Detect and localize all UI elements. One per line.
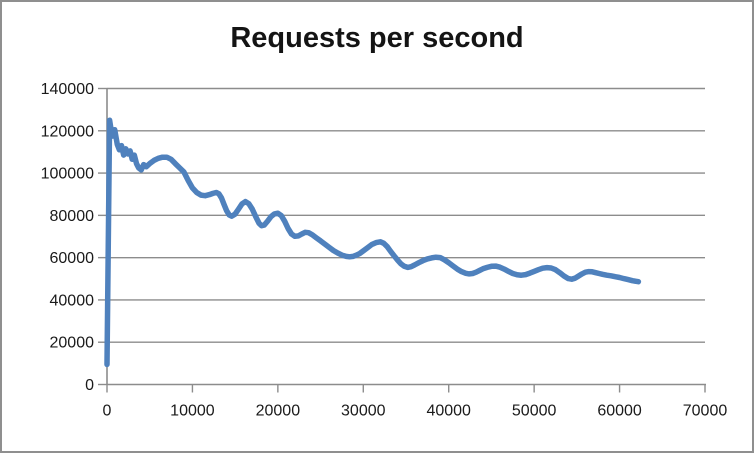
y-axis-label: 120000	[41, 123, 94, 140]
y-axis-label: 140000	[41, 81, 94, 98]
y-axis-label: 20000	[50, 335, 95, 352]
x-axis-label: 40000	[426, 403, 471, 420]
x-axis-label: 0	[103, 403, 112, 420]
x-axis-label: 30000	[341, 403, 386, 420]
x-axis-label: 60000	[597, 403, 642, 420]
x-axis-label: 70000	[683, 403, 728, 420]
chart-title: Requests per second	[230, 22, 524, 54]
x-axis-label: 10000	[170, 403, 215, 420]
x-axis-label: 50000	[512, 403, 557, 420]
series-line	[104, 117, 642, 368]
y-axis-label: 40000	[50, 292, 95, 309]
y-axis-label: 0	[85, 377, 94, 394]
y-axis-label: 80000	[50, 208, 95, 225]
y-axis-label: 60000	[50, 250, 95, 267]
y-axis-label: 100000	[41, 166, 94, 183]
x-axis-label: 20000	[256, 403, 301, 420]
